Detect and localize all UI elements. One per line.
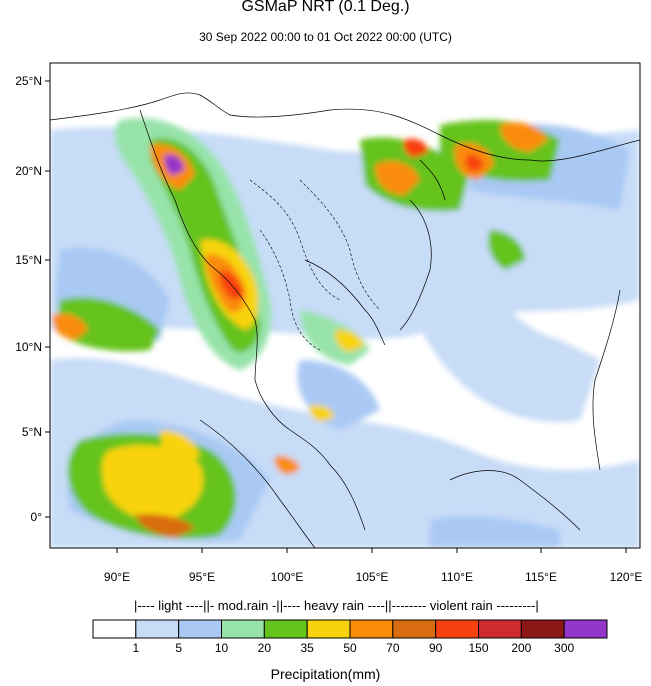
colorbar-tick-label: 20: [257, 641, 272, 655]
legend-light: |---- light ----|: [134, 598, 207, 613]
colorbar-tick-label: 150: [468, 641, 489, 655]
lat-label-15n: 15°N: [15, 253, 42, 267]
lat-label-20n: 20°N: [15, 164, 42, 178]
colorbar-tick-label: 50: [343, 641, 357, 655]
colorbar-tick-label: 300: [554, 641, 575, 655]
colorbar-box: [135, 619, 180, 639]
colorbar: [92, 619, 608, 639]
colorbar-tick-label: 35: [300, 641, 314, 655]
colorbar-tick-label: 90: [428, 641, 443, 655]
legend-violent: |-------- violent rain ---------|: [388, 598, 539, 613]
colorbar-tick-label: 1: [132, 641, 140, 655]
country-borders: [249, 179, 381, 351]
lon-label-115e: 115°E: [525, 570, 557, 584]
legend-heavy: |---- heavy rain ----|: [279, 598, 389, 613]
colorbar-box: [349, 619, 394, 639]
colorbar-tick-label: 5: [175, 641, 182, 655]
lon-label-105e: 105°E: [355, 570, 389, 584]
legend-moderate: |- mod.rain -|: [206, 598, 280, 613]
colorbar-box: [392, 619, 437, 639]
colorbar-box: [263, 619, 308, 639]
map-title: GSMaP NRT (0.1 Deg.): [241, 0, 410, 15]
lat-label-0: 0°: [30, 510, 42, 524]
colorbar-tick-label: 10: [214, 641, 229, 655]
category-legend: |---- light ----| |- mod.rain -| |---- h…: [134, 598, 614, 613]
map-subtitle: 30 Sep 2022 00:00 to 01 Oct 2022 00:00 (…: [199, 30, 452, 44]
colorbar-box: [306, 619, 351, 639]
axis-ticks: [45, 80, 627, 553]
colorbar-box: [92, 619, 137, 639]
coastlines: [50, 92, 640, 548]
colorbar-tick-label: 70: [386, 641, 400, 655]
lon-label-110e: 110°E: [441, 570, 473, 584]
colorbar-box: [563, 619, 608, 639]
colorbar-box: [435, 619, 480, 639]
lat-label-5n: 5°N: [21, 425, 42, 439]
lat-label-10n: 10°N: [15, 340, 42, 354]
colorbar-tick-label: 200: [511, 641, 532, 655]
lat-label-25n: 25°N: [15, 74, 42, 88]
precip-field: [50, 63, 640, 548]
lon-label-100e: 100°E: [270, 570, 304, 584]
map-frame: [49, 62, 641, 549]
colorbar-box: [478, 619, 522, 639]
units-label: Precipitation(mm): [270, 666, 381, 682]
lon-label-120e: 120°E: [609, 570, 643, 584]
colorbar-box: [178, 619, 222, 639]
colorbar-box: [221, 619, 265, 639]
lon-label-95e: 95°E: [188, 570, 216, 584]
lon-label-90e: 90°E: [103, 570, 131, 584]
colorbar-box: [520, 619, 565, 639]
